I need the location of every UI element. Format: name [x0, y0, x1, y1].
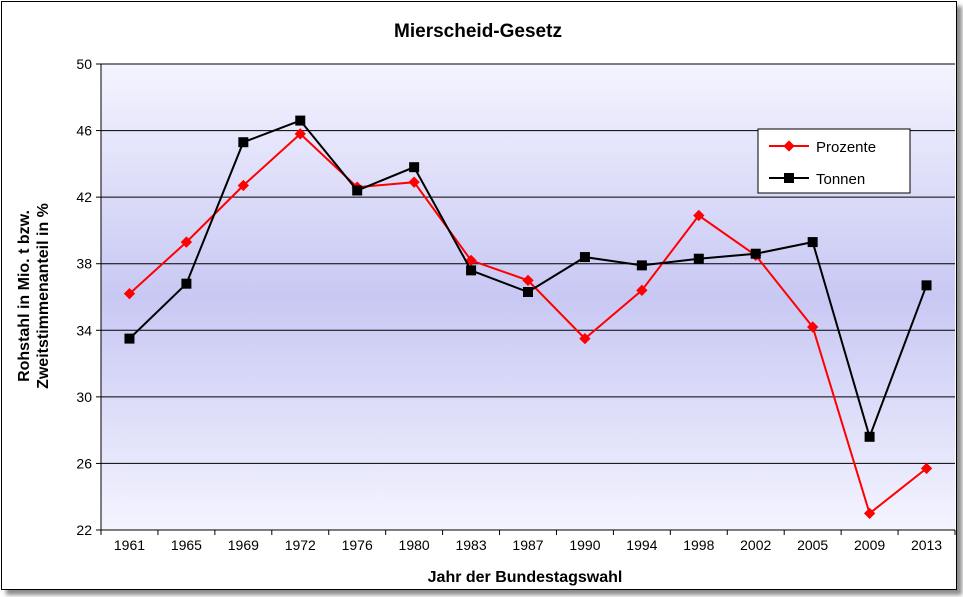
data-point-tonnen [295, 115, 306, 126]
x-tick-label: 1961 [114, 537, 145, 553]
data-point-prozente [294, 128, 306, 140]
data-point-prozente [180, 236, 193, 248]
legend: Prozente Tonnen [757, 128, 911, 194]
data-point-prozente [693, 209, 705, 222]
y-tick-label: 34 [76, 322, 92, 338]
y-tick-labels: 22 26 30 34 38 42 46 50 [76, 56, 92, 538]
y-axis-title-line2: Zweitstimmenanteil in % [35, 203, 52, 389]
x-tick-label: 1994 [626, 537, 657, 553]
y-tick-label: 26 [76, 455, 92, 471]
x-tick-label: 2009 [854, 537, 885, 553]
data-point-prozente [408, 176, 420, 188]
data-point-tonnen [636, 260, 647, 271]
data-point-tonnen [409, 162, 420, 173]
x-tick-label: 1983 [455, 537, 486, 553]
series [123, 115, 933, 520]
x-axis-title: Jahr der Bundestagswahl [428, 569, 623, 586]
legend-marker-prozente [783, 140, 795, 152]
y-tick-label: 30 [76, 389, 92, 405]
legend-label-prozente: Prozente [816, 139, 876, 156]
y-tick-label: 42 [76, 189, 92, 205]
data-point-tonnen [807, 237, 818, 248]
y-axis-title: Rohstahl in Mio. t bzw. Zweitstimmenante… [16, 203, 52, 389]
legend-marker-tonnen [784, 173, 794, 183]
y-tick-label: 22 [76, 522, 92, 538]
x-tick-label: 2005 [797, 537, 828, 553]
x-tick-labels: 1961 1965 1969 1972 1976 1980 1983 1987 1990 1994… [114, 537, 942, 553]
data-point-tonnen [750, 248, 761, 259]
data-point-prozente [237, 179, 249, 192]
data-point-tonnen [352, 185, 363, 196]
x-tick-label: 1972 [285, 537, 316, 553]
data-point-tonnen [523, 287, 533, 298]
x-tick-label: 1998 [683, 537, 714, 553]
x-tick-label: 1987 [512, 537, 543, 553]
x-tick-label: 1965 [171, 537, 202, 553]
y-axis-title-line1: Rohstahl in Mio. t bzw. [16, 210, 33, 382]
y-tick-label: 46 [76, 123, 92, 139]
data-point-tonnen [693, 253, 704, 264]
series-tonnen [124, 115, 932, 442]
data-point-tonnen [466, 265, 477, 276]
data-point-prozente [863, 507, 876, 520]
data-point-prozente [807, 321, 819, 333]
data-point-tonnen [579, 252, 590, 263]
data-point-tonnen [124, 333, 135, 344]
data-point-prozente [636, 284, 648, 296]
data-point-prozente [579, 332, 591, 345]
legend-box [757, 128, 911, 194]
x-tick-label: 1969 [228, 537, 259, 553]
x-tick-label: 2002 [740, 537, 771, 553]
data-point-tonnen [864, 431, 875, 442]
data-point-prozente [920, 462, 933, 475]
y-tick-label: 50 [76, 56, 92, 72]
chart-title: Mierscheid-Gesetz [394, 21, 562, 42]
x-tick-label: 1990 [569, 537, 600, 553]
chart-frame: Mierscheid-Gesetz 22 26 30 34 38 42 46 50 1961 1… [1, 1, 957, 590]
data-point-prozente [522, 274, 534, 287]
data-point-tonnen [921, 280, 932, 291]
x-tick-label: 1976 [342, 537, 373, 553]
data-point-tonnen [181, 278, 192, 289]
x-tick-label: 1980 [399, 537, 430, 553]
y-tick-label: 38 [76, 256, 92, 272]
axes [96, 63, 956, 535]
data-point-tonnen [238, 137, 249, 148]
legend-label-tonnen: Tonnen [816, 171, 865, 188]
x-tick-label: 2013 [911, 537, 942, 553]
